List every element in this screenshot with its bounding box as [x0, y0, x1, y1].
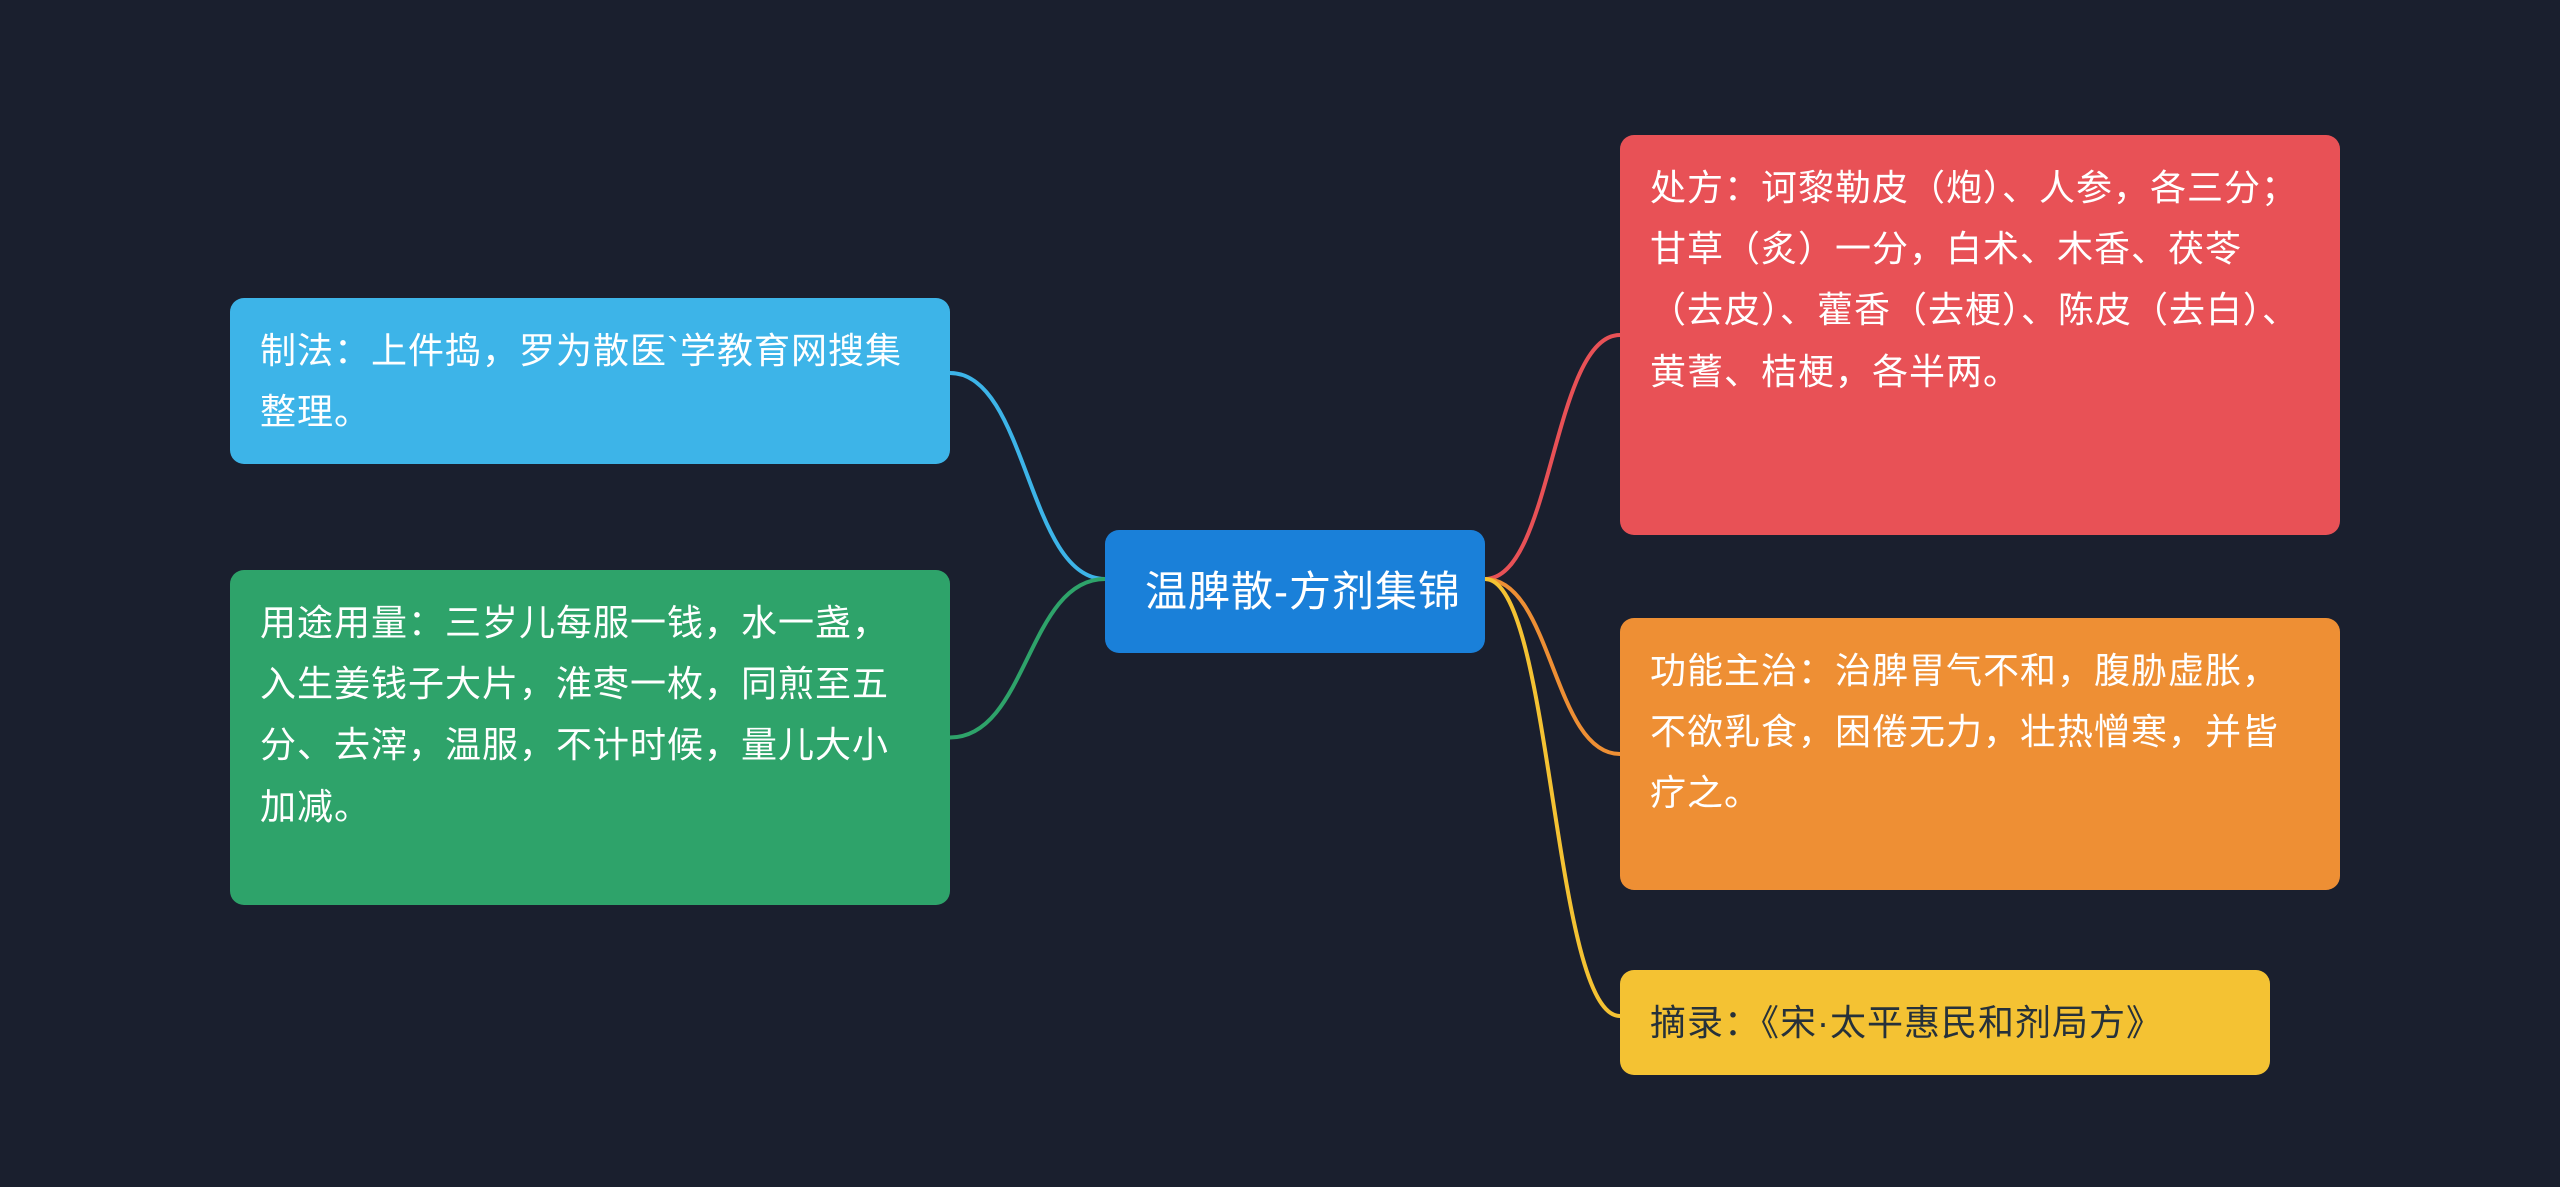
mindmap-canvas: 温脾散-方剂集锦 制法：上件捣，罗为散医`学教育网搜集整理。 用途用量：三岁儿每… — [0, 0, 2560, 1187]
left-node-usage: 用途用量：三岁儿每服一钱，水一盏，入生姜钱子大片，淮枣一枚，同煎至五分、去滓，温… — [230, 570, 950, 905]
right-node-function: 功能主治：治脾胃气不和，腹胁虚胀，不欲乳食，困倦无力，壮热憎寒，并皆疗之。 — [1620, 618, 2340, 890]
right-node-excerpt: 摘录：《宋·太平惠民和剂局方》 — [1620, 970, 2270, 1075]
center-node: 温脾散-方剂集锦 — [1105, 530, 1485, 653]
right-node-prescription: 处方：诃黎勒皮（炮）、人参，各三分；甘草（炙）一分，白术、木香、茯苓（去皮）、藿… — [1620, 135, 2340, 535]
left-node-method: 制法：上件捣，罗为散医`学教育网搜集整理。 — [230, 298, 950, 464]
